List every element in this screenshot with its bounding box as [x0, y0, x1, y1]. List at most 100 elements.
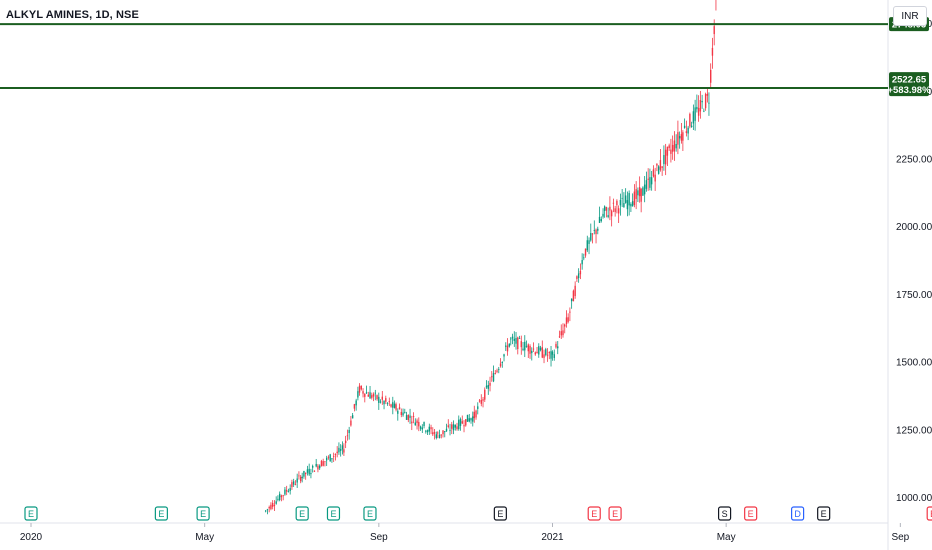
- candle-body: [398, 407, 401, 410]
- event-marker-letter: E: [748, 509, 754, 519]
- event-marker-earnings[interactable]: [196, 506, 210, 521]
- event-marker-earnings[interactable]: [326, 506, 341, 521]
- time-tick-label[interactable]: May: [195, 532, 214, 543]
- candle-body: [555, 343, 557, 348]
- candle-body: [659, 160, 662, 170]
- event-markers[interactable]: EEEEEEEEESEDEEEEEEEEEEEDEEE: [24, 506, 932, 521]
- candle-body: [697, 107, 700, 116]
- candle-body: [338, 447, 340, 453]
- price-tick-label[interactable]: 1250.00: [896, 425, 932, 436]
- event-marker-earnings[interactable]: [154, 506, 168, 521]
- candle-body: [621, 197, 623, 199]
- candle-body: [442, 430, 444, 435]
- candle-body: [570, 298, 573, 302]
- candle-body: [437, 432, 439, 434]
- candle-body: [545, 349, 547, 355]
- price-tick-label[interactable]: 1500.00: [896, 358, 932, 369]
- candle-body: [649, 177, 651, 188]
- candle-body: [703, 110, 705, 112]
- candle-body: [518, 338, 521, 339]
- event-marker-letter: E: [200, 509, 206, 519]
- event-marker-letter: E: [28, 509, 34, 519]
- event-marker-split[interactable]: [717, 506, 732, 521]
- candle-body: [459, 419, 462, 426]
- candle-body: [308, 468, 310, 475]
- time-tick-label[interactable]: May: [717, 532, 736, 543]
- candle-body: [454, 424, 456, 428]
- candle-body: [536, 351, 538, 354]
- candle-body: [501, 361, 503, 364]
- candle-body: [631, 201, 634, 207]
- candle-body: [510, 338, 512, 340]
- event-marker-dividend[interactable]: [791, 506, 805, 521]
- candle-body: [689, 113, 691, 127]
- price-tick-label[interactable]: 1750.00: [896, 290, 932, 301]
- candle-body: [331, 458, 333, 460]
- candle-body: [557, 346, 559, 349]
- candle-body: [553, 354, 555, 358]
- candle-body: [584, 248, 587, 256]
- candle-body: [687, 127, 689, 134]
- candle-body: [654, 174, 656, 182]
- candle-body: [273, 505, 276, 506]
- candle-body: [428, 426, 430, 432]
- event-marker-earnings[interactable]: [587, 506, 601, 521]
- event-marker-earnings[interactable]: [295, 506, 309, 521]
- price-tick-label[interactable]: 2000.00: [896, 222, 932, 233]
- candle-body: [600, 219, 602, 221]
- price-tick-label[interactable]: 2250.00: [896, 155, 932, 166]
- candle-body: [317, 465, 319, 470]
- time-tick-label[interactable]: 2020: [20, 532, 43, 543]
- candle-body: [418, 421, 420, 427]
- candle-body: [296, 478, 298, 483]
- event-marker-earnings[interactable]: [608, 506, 622, 521]
- event-marker-earnings[interactable]: [817, 506, 831, 521]
- candle-body: [381, 396, 383, 400]
- time-tick-label[interactable]: 2021: [541, 532, 564, 543]
- candle-body: [529, 345, 531, 354]
- candle-body: [310, 473, 312, 475]
- currency-button[interactable]: INR: [893, 6, 927, 26]
- event-marker-earnings[interactable]: [926, 506, 932, 521]
- symbol-title[interactable]: ALKYL AMINES, 1D, NSE: [6, 9, 139, 21]
- candle-body: [543, 354, 545, 358]
- candle-body: [452, 424, 455, 431]
- event-marker-letter: E: [930, 509, 932, 519]
- event-marker-earnings[interactable]: [493, 506, 507, 521]
- candle-body: [412, 416, 415, 418]
- candle-body: [678, 136, 681, 139]
- candle-body: [602, 213, 604, 217]
- candle-body: [468, 418, 470, 422]
- time-tick-label[interactable]: Sep: [891, 532, 909, 543]
- candle-body: [284, 489, 286, 495]
- candle-body: [268, 507, 270, 509]
- candle-body: [597, 228, 599, 231]
- candle-body: [472, 416, 474, 422]
- candle-body: [657, 166, 660, 174]
- candle-body: [327, 456, 330, 458]
- candle-body: [306, 469, 309, 473]
- candle-body: [633, 191, 636, 205]
- horizontal-levels[interactable]: [0, 0, 888, 90]
- price-tick-label[interactable]: 1000.00: [896, 493, 932, 504]
- candle-body: [325, 457, 328, 461]
- event-marker-earnings[interactable]: [24, 506, 38, 521]
- candle-body: [264, 510, 267, 512]
- event-marker-letter: S: [722, 509, 728, 519]
- candle-body: [671, 144, 674, 152]
- candle-body: [576, 276, 578, 279]
- candle-body: [341, 445, 344, 450]
- candle-body: [637, 190, 639, 196]
- candle-body: [355, 400, 357, 406]
- candle-body: [664, 149, 667, 165]
- candle-body: [285, 489, 288, 492]
- candle-body: [386, 403, 389, 404]
- event-marker-earnings[interactable]: [363, 506, 377, 521]
- candle-body: [294, 484, 297, 486]
- time-axis[interactable]: 2020MaySep2021MaySep2022MaySep2023MaySep…: [20, 523, 932, 543]
- candle-body: [324, 461, 326, 463]
- event-marker-letter: E: [612, 509, 618, 519]
- event-marker-earnings[interactable]: [744, 506, 758, 521]
- time-tick-label[interactable]: Sep: [370, 532, 388, 543]
